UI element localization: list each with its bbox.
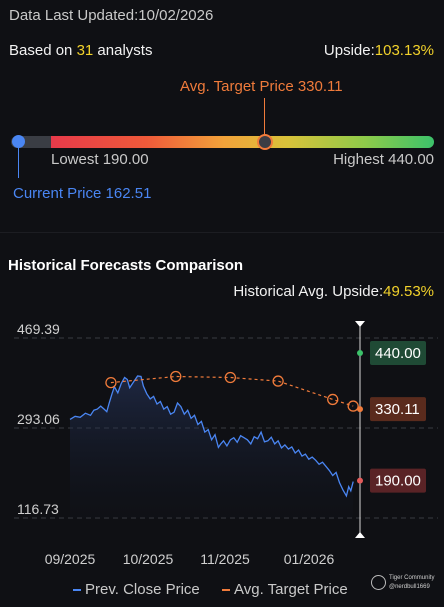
highest-tag-box — [370, 341, 426, 366]
x-tick-label: 10/2025 — [123, 551, 174, 567]
avg-target-label: Avg. Target Price 330.11 — [180, 78, 343, 95]
avg-tag-box — [370, 397, 426, 422]
section-title: Historical Forecasts Comparison — [8, 257, 244, 274]
upside-label: Upside: — [323, 42, 375, 59]
highest-tag-dot — [357, 350, 363, 357]
historical-chart: 469.39 293.06 116.73 440.00 330.11 190.00 09… — [14, 321, 438, 567]
legend-target-swatch — [222, 589, 230, 592]
upside-line: Upside:103.13% — [324, 42, 434, 59]
watermark-brand: Tiger Community — [389, 575, 435, 581]
current-price-pin — [18, 148, 19, 178]
target-point — [347, 400, 359, 412]
lowest-tag-box — [370, 468, 426, 493]
lowest-tag-label: 190.00 — [375, 473, 421, 490]
analyst-count-line: Based on 31 analysts — [9, 42, 152, 59]
avg-target-pin — [264, 98, 265, 136]
price-area — [70, 376, 354, 518]
section-divider — [0, 232, 444, 233]
avg-tag-label: 330.11 — [375, 401, 420, 418]
legend-price-swatch — [73, 589, 81, 592]
target-point — [327, 393, 339, 406]
target-range-gradient — [51, 136, 434, 148]
highest-label: Highest 440.00 — [333, 151, 434, 168]
last-updated-value: 10/02/2026 — [138, 7, 214, 24]
x-tick-label: 09/2025 — [45, 551, 96, 567]
y-tick-label: 469.39 — [17, 321, 60, 337]
historical-upside-value: 49.53% — [383, 283, 434, 300]
price-line — [69, 375, 354, 498]
tiger-logo-icon — [371, 575, 386, 590]
highest-tag-label: 440.00 — [375, 345, 421, 362]
historical-upside-line: Historical Avg. Upside:49.53% — [233, 283, 434, 300]
based-on-suffix: analysts — [93, 42, 153, 59]
cursor-bottom-arrow — [355, 532, 365, 538]
target-range-gauge — [11, 136, 434, 148]
y-tick-label: 116.73 — [17, 501, 59, 517]
lowest-label: Lowest 190.00 — [51, 151, 149, 168]
current-price-marker — [12, 135, 25, 148]
legend-target-label: Avg. Target Price — [234, 581, 348, 598]
x-tick-label: 01/2026 — [284, 551, 335, 567]
historical-upside-label: Historical Avg. Upside: — [233, 283, 384, 300]
target-point — [105, 376, 117, 389]
watermark-user: @nerdbull1669 — [389, 584, 430, 590]
analyst-count: 31 — [76, 42, 94, 59]
upside-value: 103.13% — [374, 42, 434, 59]
current-price-label: Current Price 162.51 — [13, 185, 152, 202]
target-point — [170, 370, 182, 383]
legend-price: Prev. Close Price — [73, 581, 200, 598]
lowest-tag-dot — [357, 477, 363, 484]
legend-target: Avg. Target Price — [222, 581, 348, 598]
y-tick-label: 293.06 — [17, 411, 60, 427]
x-tick-label: 11/2025 — [200, 551, 250, 567]
target-point — [224, 371, 237, 384]
target-point — [272, 375, 284, 387]
target-line — [110, 375, 354, 407]
last-updated: Data Last Updated:10/02/2026 — [9, 7, 213, 24]
last-updated-label: Data Last Updated: — [9, 7, 139, 24]
cursor-top-arrow — [355, 321, 365, 327]
legend-price-label: Prev. Close Price — [85, 581, 200, 598]
avg-target-marker — [257, 134, 273, 150]
avg-tag-dot — [357, 406, 363, 413]
based-on-prefix: Based on — [9, 42, 77, 59]
